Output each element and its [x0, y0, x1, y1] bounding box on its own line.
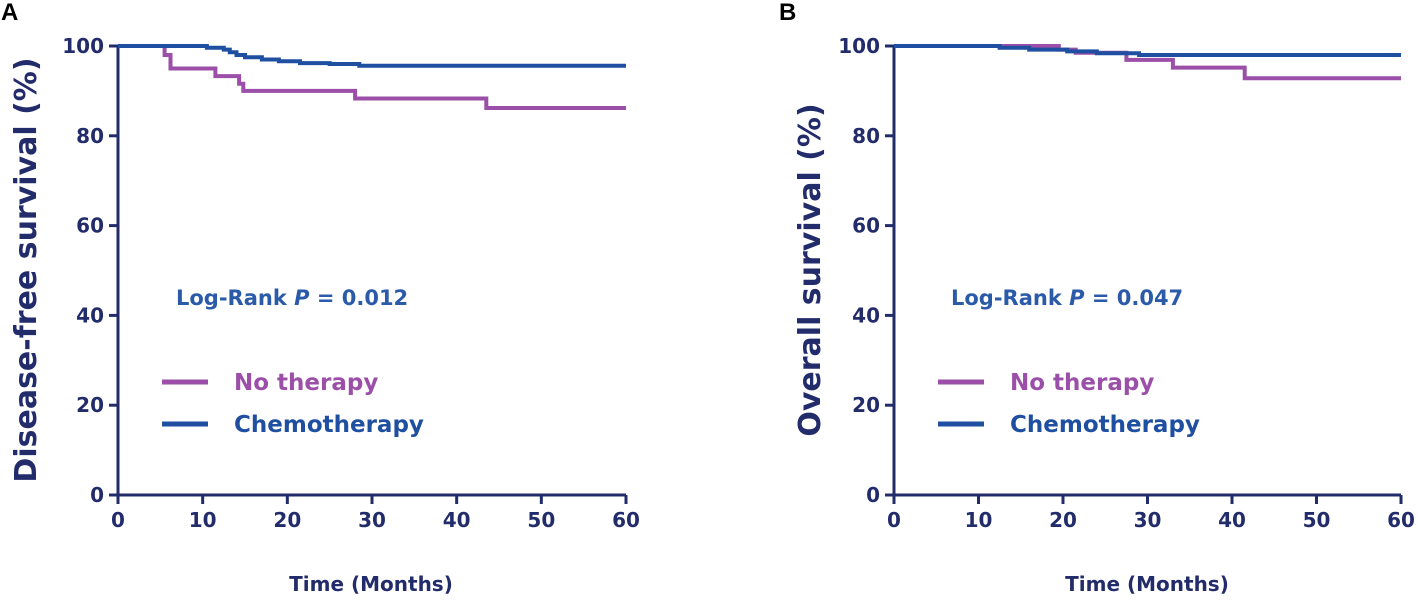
panel-a-chemotherapy-curve — [118, 44, 626, 68]
panel-a-legend-label-no-therapy: No therapy — [234, 370, 378, 396]
panel-a-x-axis-title: Time (Months) — [289, 572, 453, 596]
panel-b-y-tick-label: 100 — [838, 34, 880, 58]
panel-a-y-axis-title: Disease-free survival (%) — [9, 57, 44, 482]
panel-a-y-tick-label: 0 — [90, 483, 104, 507]
panel-a-logrank-annotation: Log-Rank P = 0.012 — [176, 286, 408, 310]
panel-a-no-therapy-curve — [118, 44, 626, 110]
panel-a-legend-label-chemotherapy: Chemotherapy — [234, 412, 424, 438]
panel-b-chemotherapy-curve — [894, 44, 1401, 57]
panel-a-x-tick-label: 60 — [612, 508, 640, 532]
panel-b-y-tick-label: 60 — [852, 214, 880, 238]
panel-b-y-tick-label: 0 — [866, 483, 880, 507]
panel-b-x-tick-label: 10 — [965, 508, 993, 532]
panel-a-x-tick-label: 50 — [527, 508, 555, 532]
panel-b-logrank-annotation: Log-Rank P = 0.047 — [951, 286, 1183, 310]
panel-a-y-tick-label: 40 — [76, 303, 104, 327]
panel-b-y-tick-label: 40 — [852, 303, 880, 327]
panel-b-x-tick-label: 20 — [1049, 508, 1077, 532]
panel-a-x-tick-label: 20 — [273, 508, 301, 532]
panel-b-x-tick-label: 50 — [1303, 508, 1331, 532]
panel-b-legend-label-no-therapy: No therapy — [1010, 370, 1154, 396]
panel-a-chart: A Disease-free survival (%) Time (Months… — [1, 0, 640, 596]
panel-a-y-tick-label: 60 — [76, 214, 104, 238]
panel-b-letter: B — [779, 0, 796, 26]
panel-a-x-tick-label: 10 — [189, 508, 217, 532]
panel-b-no-therapy-curve — [894, 44, 1401, 81]
panel-b-x-axis-title: Time (Months) — [1065, 572, 1229, 596]
panel-b-chart: B Overall survival (%) Time (Months) Log… — [779, 0, 1415, 596]
panel-b-x-tick-label: 60 — [1387, 508, 1415, 532]
panel-b-y-tick-label: 80 — [852, 124, 880, 148]
panel-a-y-tick-label: 80 — [76, 124, 104, 148]
panel-a-y-tick-label: 20 — [76, 393, 104, 417]
panel-a-x-tick-label: 0 — [111, 508, 125, 532]
panel-b-legend-label-chemotherapy: Chemotherapy — [1010, 412, 1200, 438]
panel-a-x-tick-label: 40 — [443, 508, 471, 532]
panel-b-x-tick-label: 40 — [1218, 508, 1246, 532]
panel-a-letter: A — [1, 0, 18, 26]
panel-b-x-tick-label: 0 — [887, 508, 901, 532]
panel-b-y-axis-title: Overall survival (%) — [793, 103, 828, 436]
panel-a-x-tick-label: 30 — [358, 508, 386, 532]
panel-b-y-tick-label: 20 — [852, 393, 880, 417]
panel-b-x-tick-label: 30 — [1134, 508, 1162, 532]
panel-a-y-tick-label: 100 — [62, 34, 104, 58]
